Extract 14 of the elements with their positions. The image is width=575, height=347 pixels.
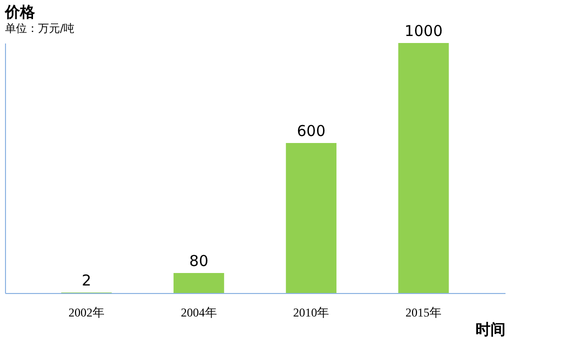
bar <box>398 43 449 293</box>
x-tick-label: 2004年 <box>180 306 217 320</box>
data-label: 2 <box>82 272 92 290</box>
x-tick-label: 2002年 <box>68 306 104 320</box>
chart-title: 价格 <box>4 3 36 21</box>
data-label: 1000 <box>404 22 443 40</box>
chart-subtitle: 单位：万元/吨 <box>5 22 75 35</box>
bar <box>174 273 224 293</box>
x-tick-label: 2015年 <box>406 306 442 320</box>
data-label: 80 <box>189 252 208 270</box>
bar <box>286 143 336 293</box>
data-label: 600 <box>296 122 326 140</box>
x-axis-title: 时间 <box>476 320 506 338</box>
x-tick-label: 2010年 <box>293 306 330 320</box>
